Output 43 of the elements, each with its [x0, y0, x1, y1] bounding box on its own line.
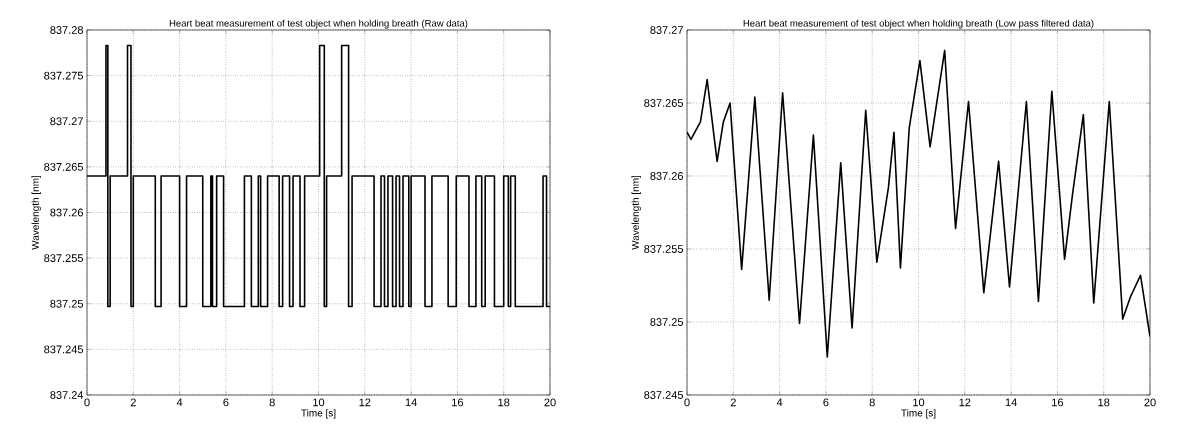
y-tick-label: 837.25	[50, 299, 84, 308]
x-tick-label: 14	[405, 398, 417, 407]
y-tick-label: 837.26	[650, 172, 684, 180]
x-tick-label: 2	[130, 398, 136, 407]
x-tick-label: 8	[269, 398, 275, 407]
y-tick-label: 837.25	[650, 318, 684, 326]
y-axis-title: Wavelength [nm]	[31, 175, 41, 250]
x-tick-label: 12	[359, 398, 371, 407]
x-tick-label: 20	[1144, 398, 1156, 407]
x-tick-label: 20	[544, 398, 556, 407]
x-tick-label: 16	[452, 398, 464, 407]
chart-title: Heart beat measurement of test object when holding breath (Raw data)	[169, 19, 468, 29]
y-tick-label: 837.27	[50, 117, 83, 126]
y-tick-label: 837.245	[44, 345, 84, 354]
y-tick-label: 837.265	[644, 99, 684, 107]
y-tick-label: 837.27	[650, 26, 683, 34]
x-tick-label: 6	[823, 398, 829, 407]
y-tick-label: 837.275	[44, 71, 84, 80]
y-tick-label: 837.255	[44, 254, 84, 263]
x-tick-label: 2	[730, 398, 736, 407]
x-tick-label: 10	[913, 398, 925, 407]
y-tick-label: 837.28	[50, 26, 83, 34]
x-axis-title: Time [s]	[301, 409, 336, 419]
x-tick-label: 0	[84, 398, 90, 407]
y-tick-label: 837.26	[50, 208, 83, 217]
x-tick-label: 4	[176, 398, 183, 407]
x-tick-label: 14	[1005, 398, 1017, 407]
chart-title: Heart beat measurement of test object when holding breath (Low pass filtered data)	[743, 19, 1094, 29]
x-tick-label: 8	[869, 398, 875, 407]
x-tick-label: 10	[313, 398, 325, 407]
y-tick-label: 837.255	[644, 245, 684, 253]
x-tick-label: 6	[223, 398, 229, 407]
y-tick-label: 837.245	[644, 391, 684, 399]
x-tick-label: 16	[1052, 398, 1064, 407]
x-tick-label: 12	[959, 398, 971, 407]
x-tick-label: 4	[776, 398, 783, 407]
y-axis-title: Wavelength [nm]	[631, 175, 641, 250]
x-tick-label: 18	[498, 398, 510, 407]
y-tick-label: 837.265	[44, 162, 84, 171]
x-tick-label: 18	[1098, 398, 1110, 407]
x-axis-title: Time [s]	[901, 409, 936, 419]
y-tick-label: 837.24	[50, 391, 84, 399]
x-tick-label: 0	[684, 398, 690, 407]
